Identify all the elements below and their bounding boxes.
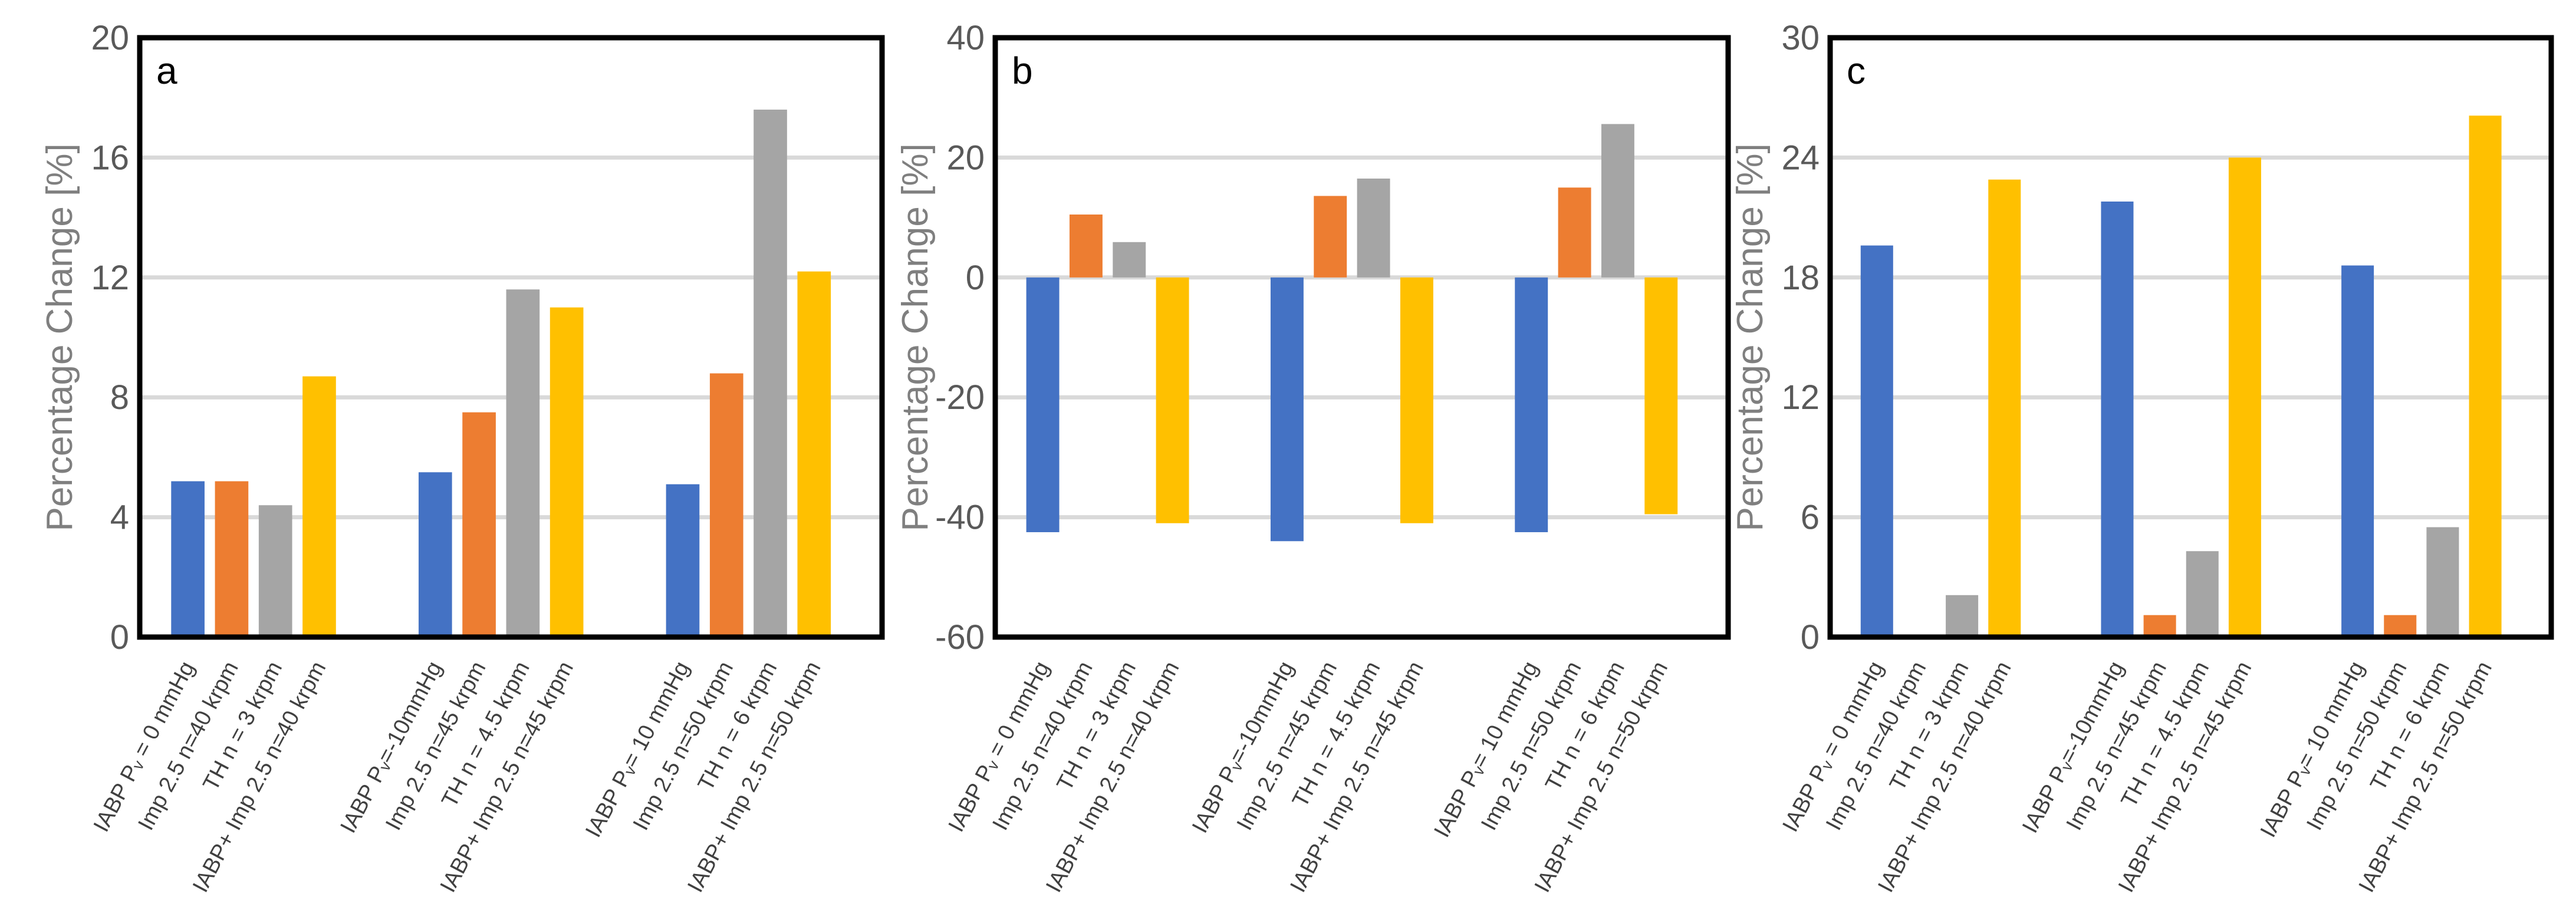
bar: [171, 481, 205, 637]
bar: [2341, 265, 2374, 638]
y-tick-label: 12: [1781, 378, 1820, 417]
bar: [1026, 277, 1060, 533]
bar: [462, 412, 496, 637]
bar: [1860, 245, 1893, 637]
bar: [215, 481, 249, 637]
bar: [2228, 157, 2261, 637]
plot-frame: [1827, 35, 2554, 640]
panel-label: c: [1847, 50, 1866, 92]
bar: [1069, 215, 1103, 278]
bar: [550, 307, 584, 637]
bar: [1270, 277, 1304, 542]
plot-frame: [137, 35, 885, 640]
y-tick-label: 8: [110, 378, 129, 417]
bar: [2186, 551, 2219, 637]
bar: [506, 289, 540, 637]
bar: [754, 110, 787, 638]
y-tick-label: 6: [1801, 499, 1820, 537]
bar: [709, 373, 743, 637]
bar: [1113, 242, 1146, 278]
y-tick-label: -20: [935, 378, 985, 417]
bar: [2143, 615, 2176, 637]
y-tick-label: 20: [91, 19, 129, 57]
bar: [1400, 277, 1433, 523]
bar: [2469, 116, 2502, 637]
panel-label: a: [156, 50, 177, 92]
bar: [1357, 178, 1390, 278]
y-tick-label: 30: [1781, 19, 1820, 57]
bar: [1156, 277, 1189, 523]
y-tick-label: 0: [110, 618, 129, 657]
y-tick-label: -60: [935, 618, 985, 657]
y-tick-label: 18: [1781, 259, 1820, 297]
y-tick-label: 0: [1801, 618, 1820, 657]
y-axis-label: Percentage Change [%]: [895, 143, 936, 531]
bar: [2384, 615, 2417, 637]
bar: [2426, 527, 2459, 637]
bar: [258, 505, 292, 637]
bar: [1601, 124, 1634, 278]
y-tick-label: 0: [966, 259, 985, 297]
bar: [1946, 595, 1979, 637]
bar: [2101, 201, 2134, 638]
y-tick-label: 40: [946, 19, 985, 57]
y-tick-label: 12: [91, 259, 129, 297]
panel-label: b: [1012, 50, 1033, 92]
y-axis-label: Percentage Change [%]: [1730, 143, 1771, 531]
bar: [1988, 179, 2021, 637]
bar: [666, 484, 700, 637]
bar: [797, 271, 831, 637]
y-tick-label: 16: [91, 138, 129, 177]
y-tick-label: 20: [946, 138, 985, 177]
bar: [1558, 187, 1591, 278]
y-axis-label: Percentage Change [%]: [40, 143, 80, 531]
y-tick-label: 4: [110, 499, 129, 537]
y-tick-label: -40: [935, 499, 985, 537]
bar: [1515, 277, 1548, 533]
bar: [1314, 196, 1347, 278]
bar: [302, 376, 336, 637]
plot-frame: [992, 35, 1731, 640]
bar: [1644, 277, 1678, 514]
y-tick-label: 24: [1781, 138, 1820, 177]
bar: [418, 472, 452, 637]
